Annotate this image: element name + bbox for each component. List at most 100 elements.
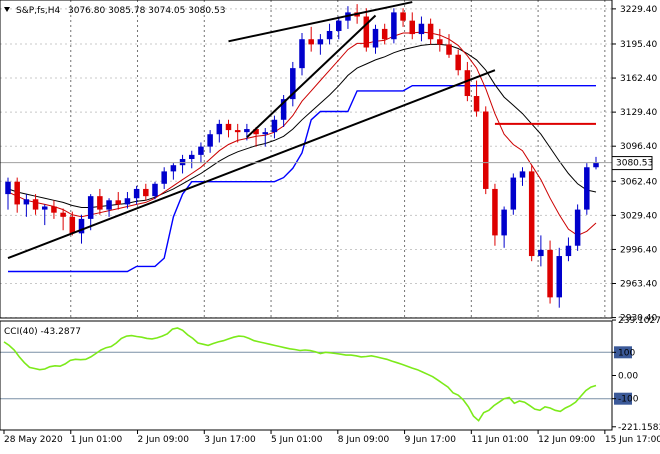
candle-body — [170, 165, 177, 172]
candle-body — [492, 188, 498, 236]
cci-panel-frame — [0, 320, 613, 431]
price-axis-tick-label: 3229.40 — [620, 5, 657, 15]
candle-body — [538, 249, 544, 257]
symbol-label: S&P,fs,H4 — [16, 6, 61, 16]
candle-body — [244, 129, 250, 133]
candle-body — [253, 129, 259, 135]
price-axis-tick-label: 2996.40 — [620, 245, 657, 255]
cci-panel — [0, 327, 612, 422]
candle-body — [482, 111, 489, 189]
price-axis-tick-label: 2930.40 — [620, 314, 657, 324]
candle-body — [60, 212, 66, 217]
candle-body — [87, 196, 94, 219]
cci-label: CCI(40) -43.2877 — [4, 327, 81, 337]
candle-body — [280, 99, 287, 120]
time-axis-tick-label: 2 Jun 09:00 — [138, 435, 190, 445]
candle-body — [216, 123, 223, 135]
price-axis-tick-label: 3162.40 — [620, 74, 657, 84]
candle-body — [299, 39, 305, 69]
candle-body — [143, 188, 149, 197]
candle-body — [400, 12, 406, 21]
candle-body — [372, 28, 379, 48]
time-axis-tick-label: 3 Jun 17:00 — [204, 435, 256, 445]
candle-body — [133, 188, 140, 199]
candle-body — [556, 256, 563, 298]
candle-body — [115, 200, 122, 205]
chevron-down-icon[interactable] — [4, 7, 10, 12]
cci-line — [3, 327, 597, 422]
candle-body — [418, 23, 425, 35]
candle-body — [409, 20, 416, 35]
cci-level-badge — [614, 392, 632, 405]
candle-body — [124, 198, 131, 205]
candle-body — [510, 177, 517, 210]
price-axis-tick-label: 3029.40 — [620, 211, 657, 221]
time-axis-tick-label: 5 Jun 01:00 — [271, 435, 323, 445]
candle-body — [308, 39, 314, 45]
current-price-box — [611, 156, 653, 171]
candle-body — [262, 132, 269, 135]
trendline — [246, 14, 377, 139]
candle-body — [207, 134, 213, 147]
candle-body — [363, 16, 370, 48]
candle-body — [473, 96, 480, 112]
price-axis-tick-label: 3129.40 — [620, 108, 657, 118]
candle-body — [317, 39, 324, 45]
candle-body — [547, 249, 553, 298]
time-axis-tick-label: 11 Jun 01:00 — [471, 435, 528, 445]
candle-body — [198, 146, 204, 155]
candle-body — [381, 28, 388, 40]
trendline — [7, 69, 496, 260]
candle-body — [152, 183, 158, 197]
candle-body — [464, 70, 471, 97]
candle-body — [188, 154, 195, 159]
time-axis-tick-label: 12 Jun 09:00 — [538, 435, 595, 445]
cci-axis-tick-label: 100 — [618, 348, 635, 358]
candle-body — [519, 171, 526, 178]
fast-ma-line — [7, 31, 597, 236]
price-candles — [5, 4, 599, 308]
cci-axis-tick-label: -100 — [618, 395, 639, 405]
price-axis-tick-label: 2963.40 — [620, 280, 657, 290]
candle-body — [290, 68, 296, 100]
price-trendlines — [0, 1, 612, 260]
time-axis-tick-label: 15 Jun 17:00 — [605, 435, 660, 445]
cci-axis-tick-label: -221.1583 — [618, 423, 660, 433]
candle-body — [271, 119, 278, 133]
candle-body — [574, 209, 581, 246]
current-price-label: 3080.53 — [616, 159, 653, 169]
candle-body — [225, 123, 232, 131]
cci-level-badge — [614, 346, 632, 359]
candle-body — [78, 218, 85, 234]
candle-body — [32, 199, 39, 210]
candle-body — [106, 200, 112, 210]
candle-body — [391, 12, 397, 40]
candle-body — [593, 162, 599, 168]
time-axis-tick-label: 9 Jun 17:00 — [405, 435, 457, 445]
candle-body — [437, 39, 443, 45]
candle-body — [326, 30, 333, 40]
cci-axis-tick-label: 239.1027 — [618, 316, 660, 326]
cci-axis-tick-label: 0.00 — [618, 372, 638, 382]
candle-body — [501, 209, 507, 236]
candle-body — [565, 245, 572, 257]
candle-body — [14, 181, 20, 205]
candle-body — [51, 206, 57, 213]
ohlc-label: 3076.80 3085.78 3074.05 3080.53 — [68, 6, 225, 16]
slow-ma-line — [7, 43, 597, 208]
candle-body — [234, 130, 241, 133]
candle-body — [41, 206, 48, 210]
cci-axis: 239.1027 100 0.00 -100 -221.1583 — [612, 316, 660, 433]
price-axis-tick-label: 3096.40 — [620, 142, 657, 152]
price-axis: 3229.40 3195.40 3162.40 3129.40 3096.40 3062.… — [612, 5, 657, 324]
time-axis-tick-label: 8 Jun 09:00 — [338, 435, 390, 445]
envelope-line — [8, 84, 596, 273]
candle-body — [584, 167, 590, 210]
candle-body — [23, 199, 30, 205]
candle-body — [161, 171, 167, 184]
candle-body — [69, 216, 76, 234]
time-axis-tick-label: 28 May 2020 — [4, 435, 63, 445]
